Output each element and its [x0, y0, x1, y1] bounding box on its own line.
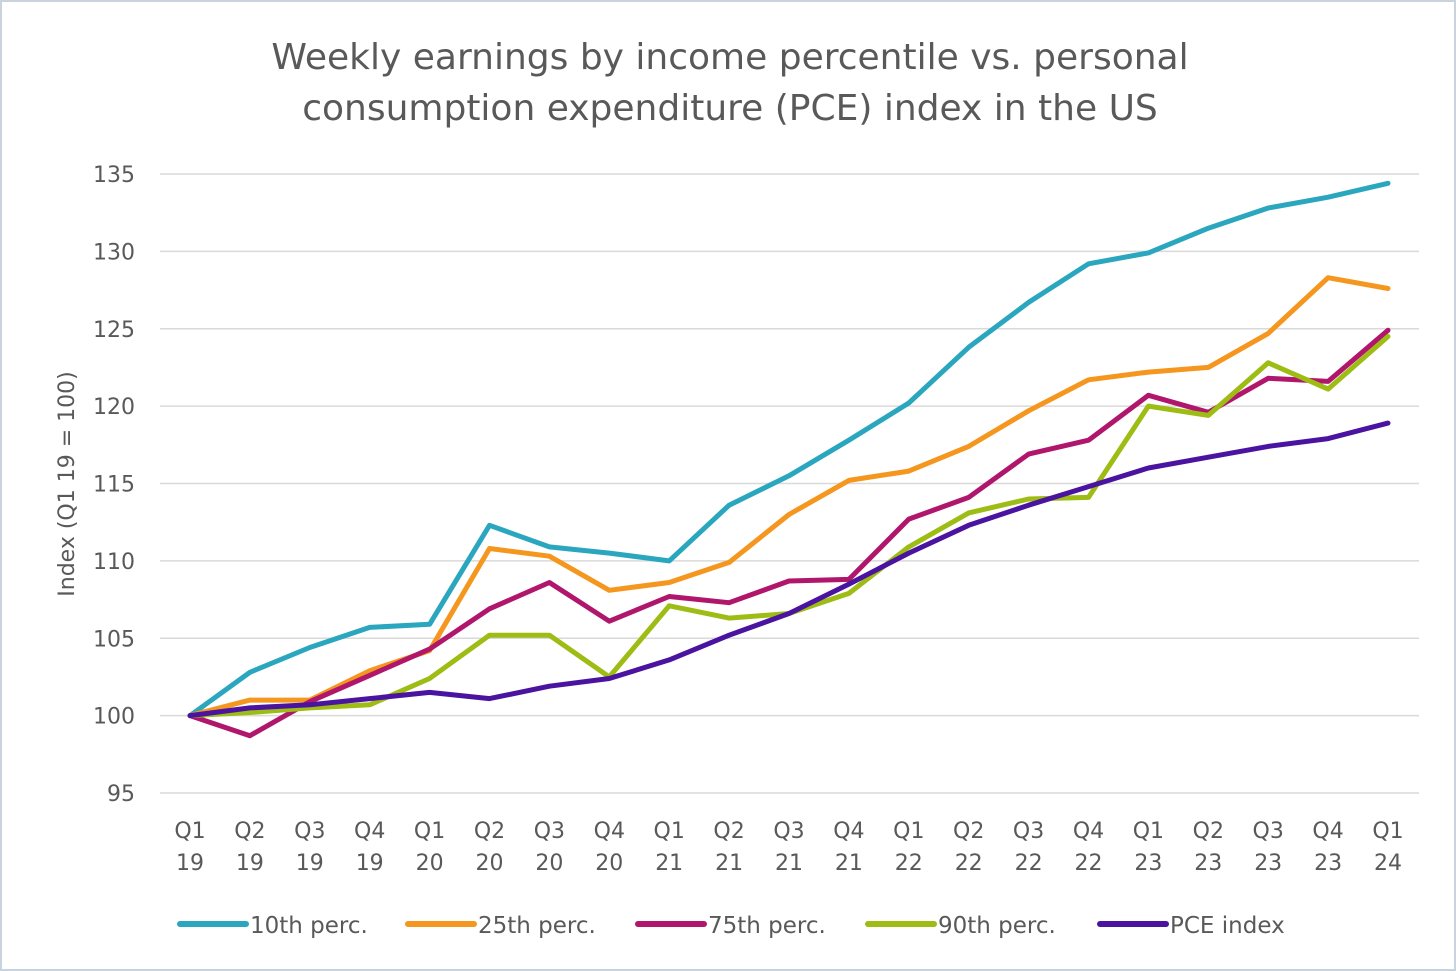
x-tick-label: Q3 22 — [1013, 819, 1044, 876]
gridlines — [160, 173, 1419, 794]
y-tick-label: 135 — [93, 163, 135, 188]
x-tick-label: Q2 19 — [234, 819, 265, 876]
x-tick-label: Q4 19 — [354, 819, 385, 876]
series-line-1 — [187, 275, 1391, 719]
y-tick-label: 100 — [93, 705, 135, 730]
x-tick-label: Q4 20 — [594, 819, 625, 876]
x-axis-ticks: Q1 19 Q2 19 Q3 19 Q4 19 Q1 20 Q2 20 Q3 20 Q4 20 Q1 21 Q2 21… — [174, 819, 1403, 876]
x-tick-label: Q3 20 — [534, 819, 565, 876]
legend-label: 25th perc. — [478, 913, 596, 939]
x-tick-label: Q1 19 — [174, 819, 205, 876]
series-line-4 — [187, 420, 1391, 719]
y-tick-label: 125 — [93, 318, 135, 343]
x-tick-label: Q1 23 — [1133, 819, 1164, 876]
x-tick-label: Q2 22 — [953, 819, 984, 876]
legend-label: 10th perc. — [250, 913, 368, 939]
series-line-2 — [187, 327, 1391, 739]
y-tick-label: 110 — [93, 550, 135, 575]
y-tick-label: 105 — [93, 627, 135, 652]
plot-area — [187, 180, 1391, 739]
y-tick-label: 95 — [107, 782, 135, 807]
x-tick-label: Q1 20 — [414, 819, 445, 876]
chart-title: Weekly earnings by income percentile vs.… — [271, 37, 1188, 129]
y-axis-label: Index (Q1 19 = 100) — [55, 371, 80, 596]
chart-title-line-1: Weekly earnings by income percentile vs.… — [271, 37, 1188, 78]
x-tick-label: Q3 23 — [1253, 819, 1284, 876]
x-tick-label: Q4 21 — [833, 819, 864, 876]
y-tick-label: 115 — [93, 473, 135, 498]
y-axis-ticks: 95 100 105 110 115 120 125 130 135 — [93, 163, 135, 807]
x-tick-label: Q2 21 — [713, 819, 744, 876]
legend-label: 75th perc. — [708, 913, 826, 939]
legend-label: 90th perc. — [938, 913, 1056, 939]
legend-label: PCE index — [1170, 913, 1285, 939]
y-tick-label: 130 — [93, 240, 135, 265]
chart-title-line-2: consumption expenditure (PCE) index in t… — [302, 88, 1158, 129]
x-tick-label: Q2 23 — [1193, 819, 1224, 876]
legend: 10th perc. 25th perc. 75th perc. 90th perc.… — [177, 913, 1285, 939]
x-tick-label: Q4 23 — [1312, 819, 1343, 876]
y-tick-label: 120 — [93, 395, 135, 420]
x-tick-label: Q1 21 — [654, 819, 685, 876]
series-line-3 — [187, 334, 1391, 719]
series-line-0 — [187, 180, 1391, 719]
x-tick-label: Q1 24 — [1372, 819, 1403, 876]
x-tick-label: Q1 22 — [893, 819, 924, 876]
x-tick-label: Q3 19 — [294, 819, 325, 876]
x-tick-label: Q2 20 — [474, 819, 505, 876]
x-tick-label: Q3 21 — [773, 819, 804, 876]
x-tick-label: Q4 22 — [1073, 819, 1104, 876]
